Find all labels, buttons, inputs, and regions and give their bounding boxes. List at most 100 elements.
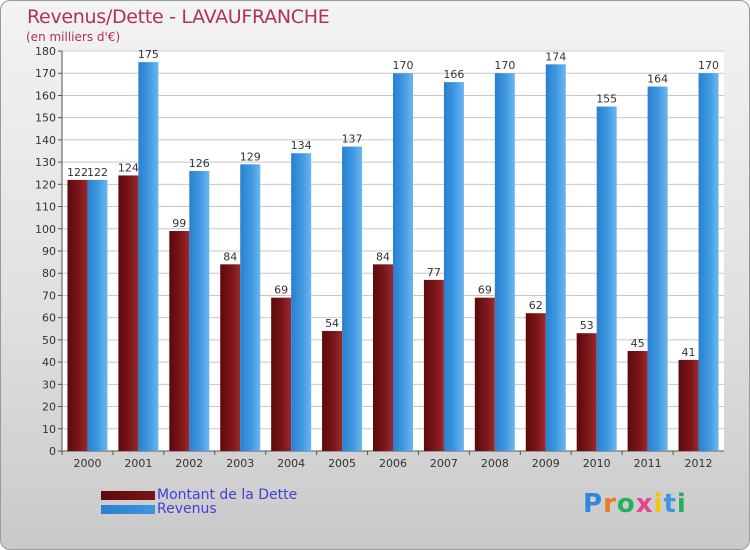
value-label-revenus: 175	[138, 48, 159, 61]
bar-dette	[627, 351, 648, 451]
value-label-revenus: 164	[647, 73, 668, 86]
x-tick-label: 2008	[481, 457, 509, 470]
bar-revenus	[87, 179, 108, 451]
logo-letter: P	[583, 489, 604, 519]
value-label-revenus: 155	[596, 93, 617, 106]
bar-revenus	[545, 64, 566, 452]
bar-revenus	[342, 146, 363, 452]
legend-item-revenus: Revenus	[101, 500, 217, 518]
y-tick-label: 180	[35, 45, 56, 58]
value-label-dette: 62	[529, 299, 543, 312]
unit-label: (en milliers d'€)	[26, 30, 121, 44]
chart-title: Revenus/Dette - LAVAUFRANCHE	[27, 6, 330, 28]
legend-label-revenus: Revenus	[157, 501, 217, 517]
y-tick-label: 40	[42, 356, 56, 369]
bar-revenus	[494, 73, 515, 451]
bar-revenus	[596, 106, 617, 452]
y-tick-label: 140	[35, 134, 56, 147]
value-label-revenus: 122	[87, 166, 108, 179]
y-tick-label: 80	[42, 267, 56, 280]
value-label-revenus: 137	[342, 133, 363, 146]
value-label-revenus: 129	[240, 150, 261, 163]
y-tick-label: 90	[42, 245, 56, 258]
logo-letter: x	[635, 489, 654, 519]
y-tick-label: 150	[35, 112, 56, 125]
bar-dette	[118, 175, 139, 451]
y-tick-label: 60	[42, 312, 56, 325]
legend-item-dette: Montant de la Dette	[101, 486, 297, 504]
y-tick-label: 70	[42, 289, 56, 302]
x-tick-label: 2011	[634, 457, 662, 470]
logo-letter: t	[663, 489, 677, 519]
bar-dette	[373, 264, 393, 451]
bar-revenus	[393, 73, 413, 451]
value-label-dette: 84	[376, 250, 390, 263]
bar-dette	[220, 264, 241, 451]
value-label-dette: 69	[274, 284, 288, 297]
logo-letter: i	[653, 489, 664, 519]
bar-revenus	[189, 171, 210, 451]
x-tick-label: 2010	[583, 457, 611, 470]
logo-letter: i	[676, 489, 687, 519]
y-tick-label: 30	[42, 378, 56, 391]
bar-revenus	[240, 164, 261, 452]
value-label-revenus: 126	[189, 157, 210, 170]
proxiti-logo: Proxiti	[583, 489, 687, 519]
logo-letter: r	[603, 489, 617, 519]
x-tick-label: 2009	[532, 457, 560, 470]
bar-dette	[474, 297, 495, 451]
bar-dette	[576, 333, 597, 451]
bar-revenus	[698, 73, 719, 451]
bar-revenus	[443, 82, 464, 451]
value-label-dette: 69	[478, 284, 492, 297]
bar-dette	[525, 313, 546, 451]
legend-swatch-revenus	[101, 504, 155, 514]
value-label-revenus: 170	[494, 59, 515, 72]
bar-dette	[67, 179, 88, 451]
y-tick-label: 110	[35, 201, 56, 214]
bar-dette	[423, 279, 444, 451]
y-tick-label: 170	[35, 67, 56, 80]
value-label-dette: 41	[682, 346, 696, 359]
y-tick-label: 160	[35, 89, 56, 102]
x-tick-label: 2006	[379, 457, 407, 470]
value-label-dette: 77	[427, 266, 441, 279]
bar-dette	[271, 297, 292, 451]
y-tick-label: 120	[35, 178, 56, 191]
value-label-dette: 122	[67, 166, 88, 179]
legend-swatch-dette	[101, 490, 155, 500]
x-tick-label: 2012	[685, 457, 713, 470]
value-label-revenus: 166	[443, 68, 464, 81]
value-label-dette: 124	[118, 161, 139, 174]
value-label-revenus: 170	[698, 59, 719, 72]
logo-letter: o	[616, 489, 636, 519]
y-tick-label: 130	[35, 156, 56, 169]
y-tick-label: 20	[42, 401, 56, 414]
bar-revenus	[291, 153, 312, 451]
bar-dette	[678, 359, 699, 451]
x-tick-label: 2004	[277, 457, 305, 470]
value-label-revenus: 170	[393, 59, 414, 72]
x-tick-label: 2001	[124, 457, 152, 470]
y-tick-label: 10	[42, 423, 56, 436]
x-tick-label: 2005	[328, 457, 356, 470]
x-tick-label: 2000	[73, 457, 101, 470]
x-tick-label: 2003	[226, 457, 254, 470]
legend-label-dette: Montant de la Dette	[157, 487, 298, 503]
value-label-dette: 53	[580, 319, 594, 332]
y-tick-label: 100	[35, 223, 56, 236]
bar-dette	[169, 231, 190, 451]
bar-revenus	[138, 62, 159, 451]
value-label-dette: 45	[631, 337, 645, 350]
y-tick-label: 50	[42, 334, 56, 347]
value-label-revenus: 174	[545, 50, 566, 63]
bar-revenus	[647, 86, 668, 452]
y-tick-label: 0	[49, 445, 56, 458]
bar-dette	[322, 331, 343, 451]
value-label-revenus: 134	[291, 139, 312, 152]
value-label-dette: 99	[172, 217, 186, 230]
x-tick-label: 2002	[175, 457, 203, 470]
x-tick-label: 2007	[430, 457, 458, 470]
